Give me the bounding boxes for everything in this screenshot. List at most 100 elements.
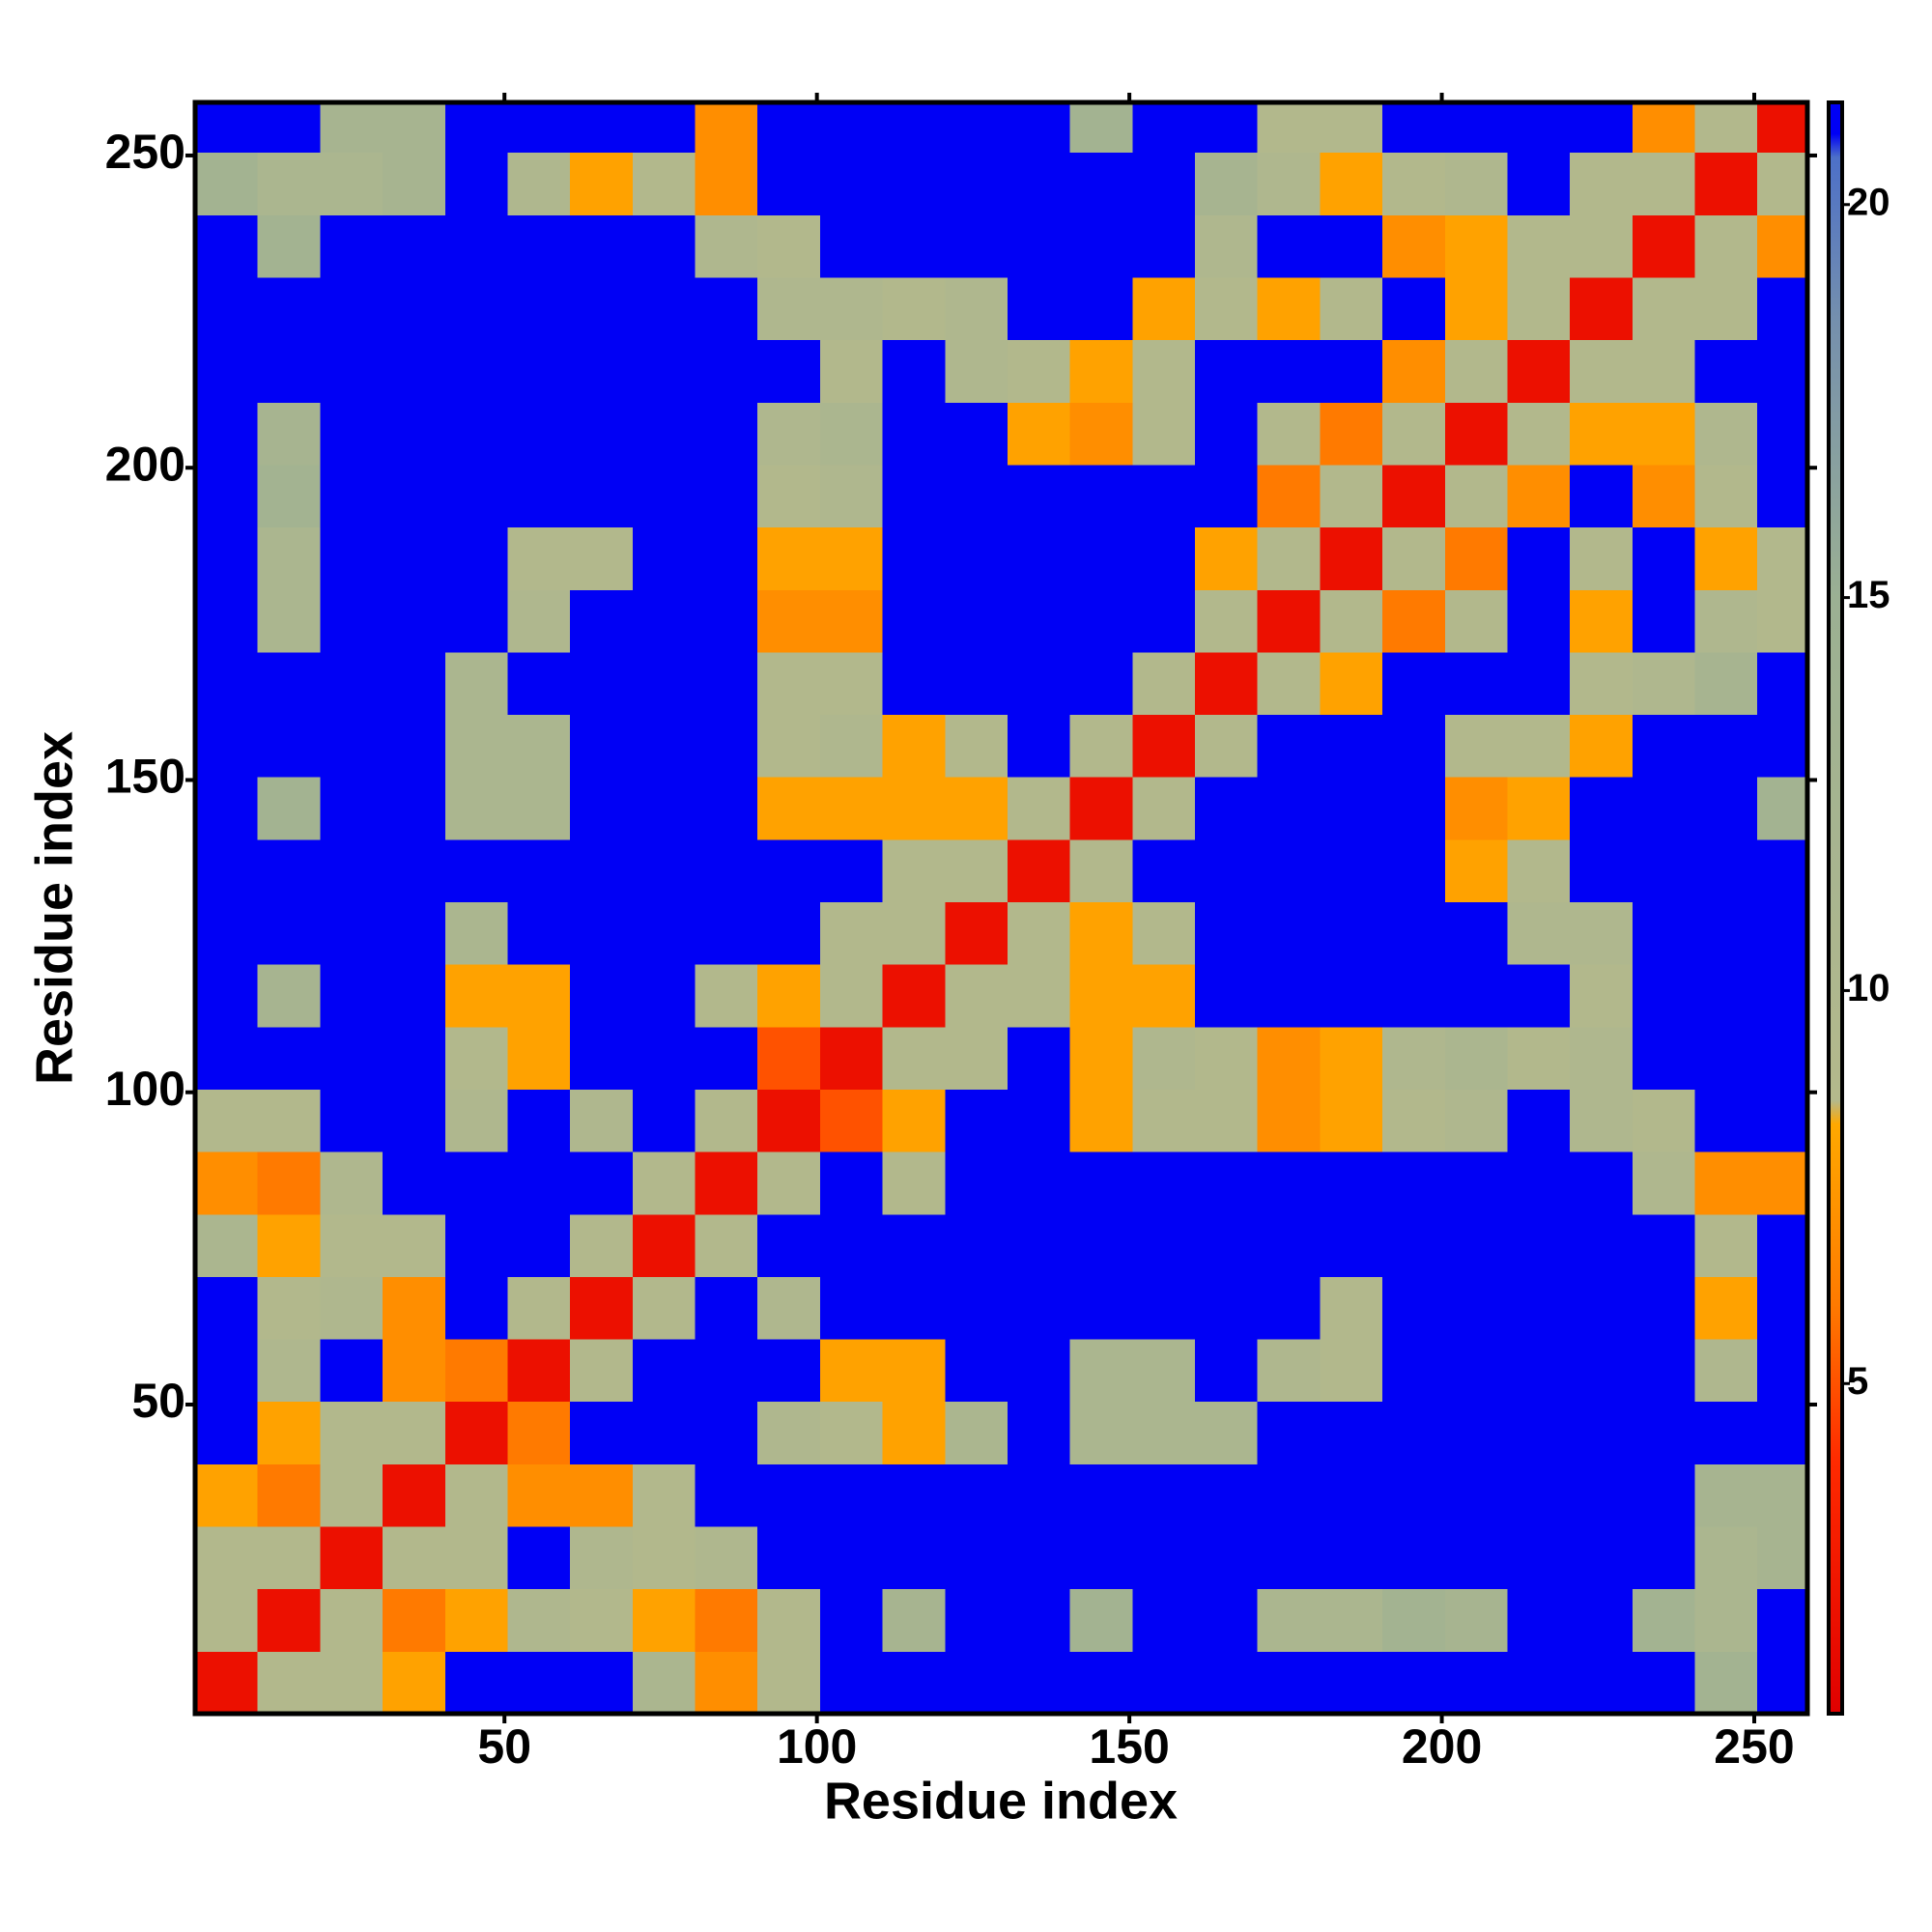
heatmap-cell xyxy=(320,1276,384,1340)
heatmap-cell xyxy=(383,1089,446,1152)
heatmap-cell xyxy=(1757,589,1808,653)
heatmap-cell xyxy=(444,214,508,278)
heatmap-cell xyxy=(1320,1089,1383,1152)
heatmap-cell xyxy=(1694,1526,1758,1590)
heatmap-cell xyxy=(1007,1588,1071,1652)
heatmap-cell xyxy=(695,1401,758,1464)
heatmap-cell xyxy=(1382,1026,1446,1090)
heatmap-cell xyxy=(320,102,384,154)
heatmap-cell xyxy=(1195,714,1259,778)
heatmap-cell xyxy=(1195,1089,1259,1152)
heatmap-cell xyxy=(1757,1526,1808,1590)
heatmap-cell xyxy=(1069,214,1133,278)
heatmap-cell xyxy=(1757,102,1808,154)
heatmap-cell xyxy=(1757,1089,1808,1152)
heatmap-cell xyxy=(195,964,259,1028)
heatmap-cell xyxy=(882,964,946,1028)
heatmap-cell xyxy=(1320,1651,1383,1715)
heatmap-cell xyxy=(757,777,821,840)
heatmap-cell xyxy=(1382,152,1446,215)
heatmap-cell xyxy=(757,464,821,528)
heatmap-cell xyxy=(383,1213,446,1277)
heatmap-cell xyxy=(1257,1526,1321,1590)
heatmap-cell xyxy=(819,714,884,778)
heatmap-cell xyxy=(757,1089,821,1152)
heatmap-cell xyxy=(1069,1151,1133,1215)
heatmap-cell xyxy=(507,1276,571,1340)
heatmap-cell xyxy=(1507,1151,1571,1215)
heatmap-cell xyxy=(1132,1089,1196,1152)
heatmap-cell xyxy=(1195,1151,1259,1215)
heatmap-cell xyxy=(1132,714,1196,778)
heatmap-cell xyxy=(257,102,321,154)
heatmap-cell xyxy=(1132,838,1196,903)
heatmap-cell xyxy=(695,277,758,341)
heatmap-cell xyxy=(632,714,696,778)
heatmap-cell xyxy=(444,1213,508,1277)
heatmap-cell xyxy=(1382,102,1446,154)
heatmap-cell xyxy=(1694,102,1758,154)
heatmap-cell xyxy=(1320,651,1383,716)
heatmap-cell xyxy=(1195,1463,1259,1527)
heatmap-cell xyxy=(320,402,384,466)
heatmap-cell xyxy=(882,102,946,154)
heatmap-cell xyxy=(757,102,821,154)
heatmap-cell xyxy=(945,1026,1009,1090)
heatmap-cell xyxy=(1132,339,1196,403)
heatmap-cell xyxy=(570,152,634,215)
y-tick-label: 250 xyxy=(105,125,185,179)
heatmap-cell xyxy=(570,1213,634,1277)
heatmap-cell xyxy=(1694,838,1758,903)
heatmap-cell xyxy=(1632,838,1696,903)
heatmap-cell xyxy=(257,464,321,528)
heatmap-cell xyxy=(1257,214,1321,278)
heatmap-cell xyxy=(632,102,696,154)
heatmap-cell xyxy=(1132,152,1196,215)
heatmap-cell xyxy=(1632,214,1696,278)
heatmap-cell xyxy=(1132,1463,1196,1527)
heatmap-cell xyxy=(1257,714,1321,778)
heatmap-cell xyxy=(1632,1588,1696,1652)
heatmap-cell xyxy=(819,1651,884,1715)
y-tick-label: 150 xyxy=(105,750,185,804)
x-tick-label: 250 xyxy=(1714,1719,1794,1774)
heatmap-cell xyxy=(1320,339,1383,403)
heatmap-cell xyxy=(819,777,884,840)
heatmap-cell xyxy=(320,964,384,1028)
heatmap-cell xyxy=(1507,277,1571,341)
heatmap-cell xyxy=(444,1026,508,1090)
heatmap-cell xyxy=(195,1588,259,1652)
heatmap-cell xyxy=(507,464,571,528)
heatmap-cell xyxy=(195,838,259,903)
heatmap-cell xyxy=(1069,838,1133,903)
heatmap-cell xyxy=(195,152,259,215)
heatmap-cell xyxy=(195,402,259,466)
heatmap-cell xyxy=(819,277,884,341)
heatmap-cell xyxy=(1382,1651,1446,1715)
heatmap-cell xyxy=(507,1588,571,1652)
heatmap-cell xyxy=(819,651,884,716)
heatmap-cell xyxy=(1195,777,1259,840)
heatmap-cell xyxy=(1007,277,1071,341)
heatmap-cell xyxy=(632,1463,696,1527)
heatmap-cell xyxy=(1195,526,1259,590)
heatmap-cell xyxy=(1382,1151,1446,1215)
heatmap-cell xyxy=(1007,714,1071,778)
heatmap-cell xyxy=(945,714,1009,778)
heatmap-cell xyxy=(1632,1463,1696,1527)
heatmap-cell xyxy=(757,1526,821,1590)
heatmap-cell xyxy=(1257,1588,1321,1652)
heatmap-cell xyxy=(383,1401,446,1464)
heatmap-cell xyxy=(945,102,1009,154)
heatmap-cell xyxy=(320,464,384,528)
heatmap-cell xyxy=(1069,964,1133,1028)
heatmap-cell xyxy=(570,1339,634,1403)
heatmap-cell xyxy=(1632,1339,1696,1403)
heatmap-cell xyxy=(1257,464,1321,528)
heatmap-cell xyxy=(257,1339,321,1403)
heatmap-cell xyxy=(945,152,1009,215)
heatmap-cell xyxy=(383,1026,446,1090)
heatmap-cell xyxy=(1507,1339,1571,1403)
heatmap-cell xyxy=(570,526,634,590)
heatmap-cell xyxy=(1570,402,1634,466)
